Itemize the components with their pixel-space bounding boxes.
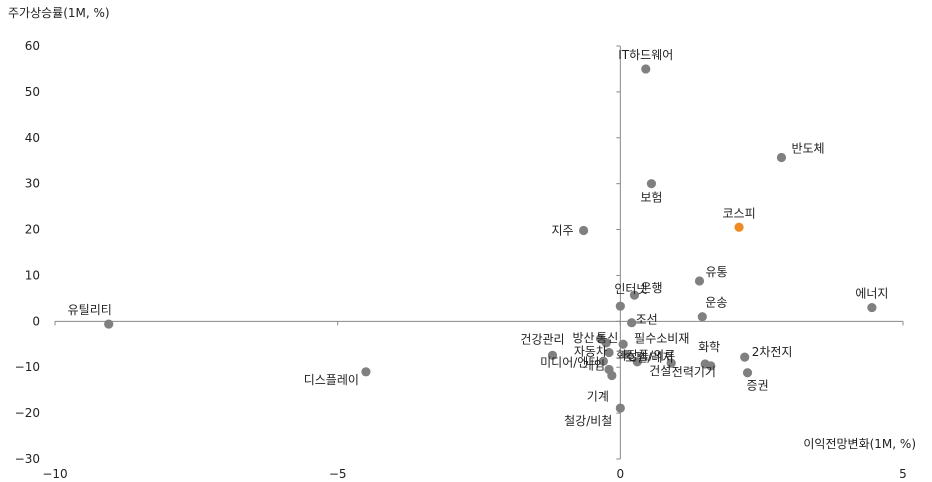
- data-point: [734, 222, 744, 232]
- data-point: [697, 312, 707, 322]
- data-point: [104, 319, 114, 329]
- data-label: 유틸리티: [68, 303, 112, 317]
- data-point: [361, 367, 371, 377]
- axes: [54, 45, 904, 460]
- x-tick-label: 5: [899, 467, 907, 481]
- y-tick-label: 10: [25, 268, 40, 282]
- y-tick-label: −30: [15, 452, 40, 466]
- y-tick-label: 60: [25, 39, 40, 53]
- data-label: 필수소비재: [634, 331, 689, 345]
- data-point: [618, 339, 628, 349]
- data-point: [740, 352, 750, 362]
- y-tick-label: −20: [15, 406, 40, 420]
- data-label: 지주: [551, 223, 573, 237]
- data-label: 인터넷: [614, 282, 647, 296]
- data-label: 보험: [640, 191, 662, 205]
- data-label: 화학: [698, 340, 720, 354]
- data-point: [578, 225, 589, 236]
- data-point: [867, 302, 877, 313]
- y-tick-label: 40: [25, 131, 40, 145]
- data-label: 호텔/레저: [625, 351, 673, 365]
- data-point: [547, 350, 558, 360]
- data-label: 코스피: [722, 206, 755, 220]
- data-point: [598, 356, 608, 366]
- data-label: 철강/비철: [564, 414, 612, 428]
- y-tick-label: 20: [25, 223, 40, 237]
- data-label: 유통: [705, 265, 727, 279]
- data-point: [776, 152, 787, 163]
- data-label: 디스플레이: [304, 373, 359, 387]
- data-point: [646, 179, 657, 189]
- data-label: 기계: [587, 389, 609, 403]
- data-label: 자동차: [574, 345, 607, 359]
- data-label: 건강관리: [520, 332, 564, 346]
- data-point: [615, 301, 625, 311]
- data-label: 전력기기: [672, 365, 716, 379]
- data-label: 운송: [705, 296, 727, 310]
- data-label: 2차전지: [752, 345, 793, 359]
- data-points: [104, 64, 877, 413]
- y-tick-label: 30: [25, 177, 40, 191]
- data-label: 에너지: [855, 287, 888, 301]
- y-tick-label: −10: [15, 360, 40, 374]
- data-label: 게임: [583, 359, 605, 373]
- data-point: [629, 290, 640, 300]
- data-label: 미디어/엔터: [540, 355, 599, 369]
- y-tick-label: 50: [25, 85, 40, 99]
- data-point: [632, 357, 642, 367]
- data-point: [607, 370, 617, 381]
- data-point: [700, 359, 710, 369]
- data-point: [604, 347, 614, 358]
- x-tick-label: −10: [42, 467, 67, 481]
- data-point: [641, 64, 651, 74]
- data-point: [621, 349, 631, 359]
- data-label: 방산: [572, 331, 594, 345]
- x-tick-label: 0: [617, 467, 625, 481]
- data-point: [742, 368, 753, 378]
- data-label: 조선: [636, 313, 658, 327]
- data-point: [666, 358, 676, 368]
- data-label: 통신: [596, 331, 618, 345]
- data-point: [615, 403, 625, 413]
- data-label: 증권: [747, 379, 769, 393]
- data-label: 화장품/의류: [616, 348, 675, 362]
- tick-labels: −30 −20 −10 0 10 20 30 40 50 60 −10 −5 0 5: [15, 39, 907, 481]
- y-tick-label: 0: [32, 314, 40, 328]
- y-axis-title: 주가상승률(1M, %): [8, 6, 110, 20]
- data-label: IT하드웨어: [618, 48, 673, 62]
- x-axis-title: 이익전망변화(1M, %): [803, 437, 916, 451]
- data-label: 반도체: [791, 142, 824, 156]
- data-point: [694, 276, 705, 286]
- data-label: 은행: [640, 280, 662, 295]
- data-point: [601, 338, 611, 348]
- data-point: [627, 318, 637, 328]
- data-label: 건설: [649, 364, 671, 378]
- x-tick-label: −5: [329, 467, 347, 481]
